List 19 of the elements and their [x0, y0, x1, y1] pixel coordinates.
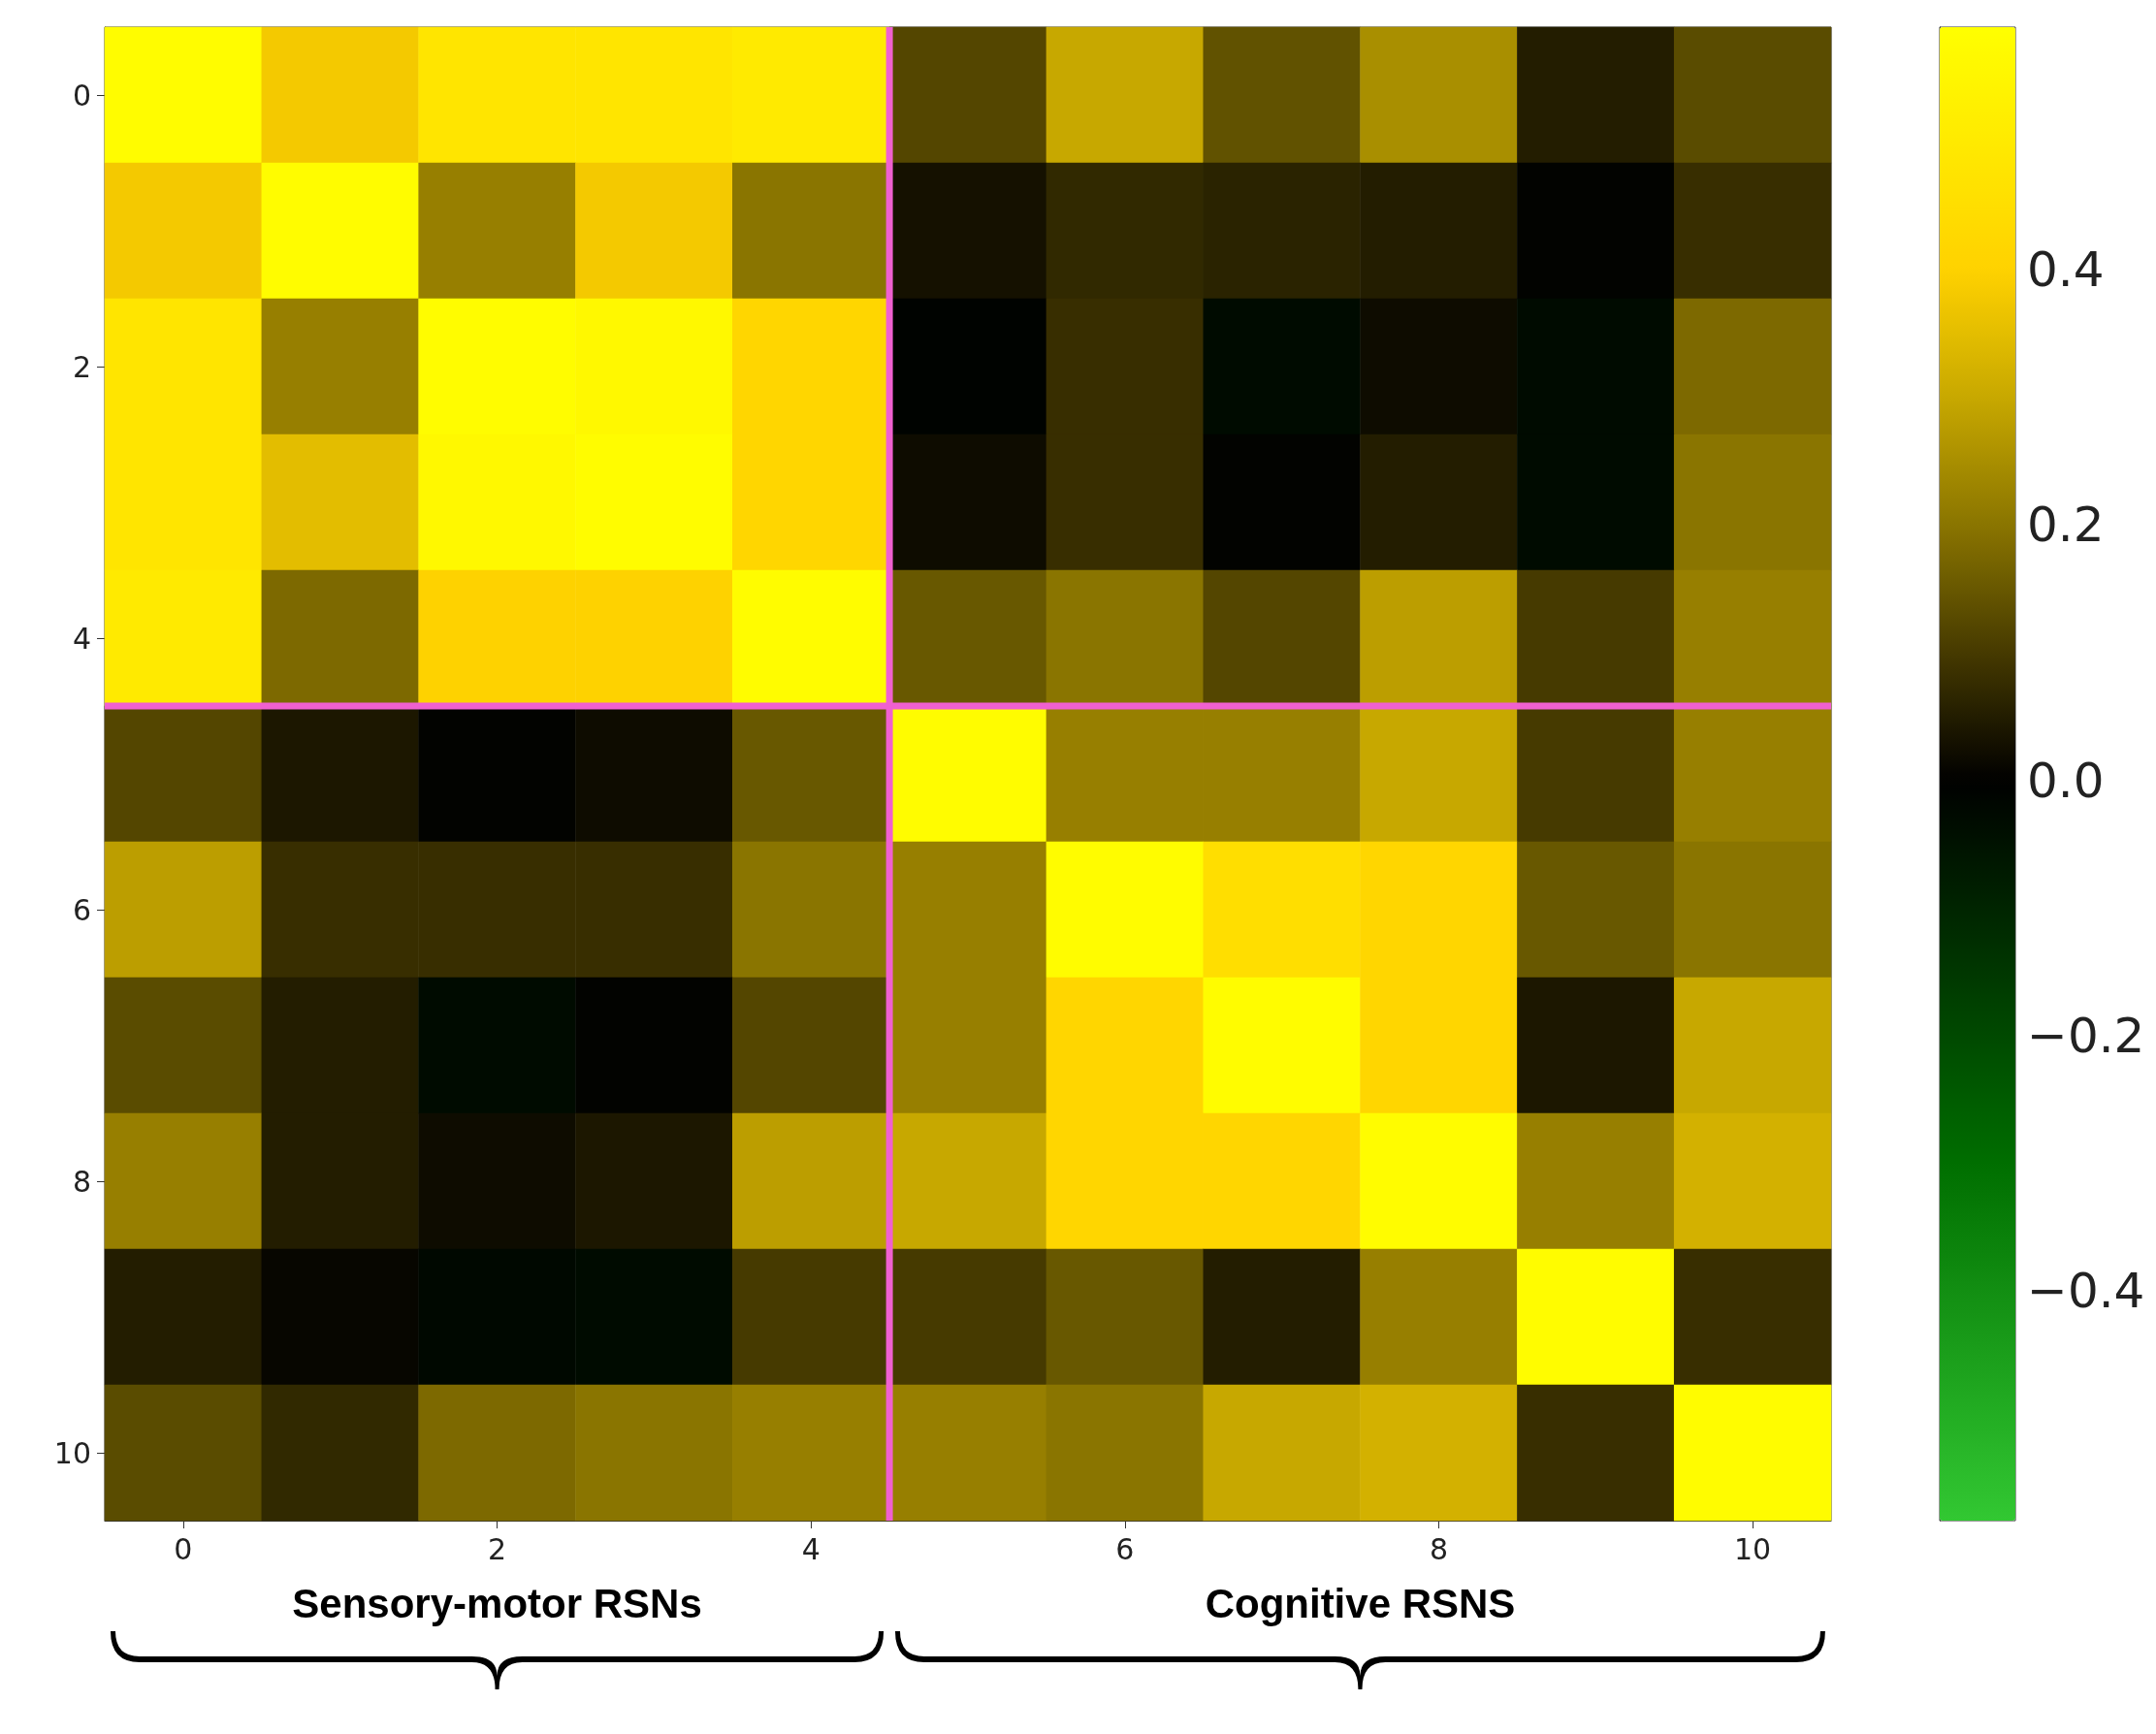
- y-tick-label: 2: [72, 349, 91, 384]
- color-bar-label: 0.0: [2027, 752, 2105, 809]
- text: Cognitive RSNS: [1204, 1580, 1517, 1628]
- text: Sensory-motor RSNs: [291, 1580, 703, 1628]
- x-tick-label: 0: [174, 1531, 193, 1566]
- y-tick-label: 8: [72, 1164, 91, 1199]
- y-tick-label: 10: [53, 1435, 91, 1470]
- x-tick-label: 8: [1429, 1531, 1448, 1566]
- x-tick-label: 4: [801, 1531, 821, 1566]
- x-tick-label: 2: [488, 1531, 507, 1566]
- x-tick-label: 6: [1115, 1531, 1135, 1566]
- y-tick-label: 6: [72, 892, 91, 927]
- y-tick-label: 0: [72, 78, 91, 112]
- y-tick-label: 4: [72, 621, 91, 656]
- color-bar-label: −0.4: [2027, 1263, 2145, 1320]
- x-tick-label: 10: [1734, 1531, 1772, 1566]
- color-bar-label: −0.2: [2027, 1007, 2145, 1064]
- color-bar-label: 0.2: [2027, 497, 2105, 554]
- color-bar-label: 0.4: [2027, 241, 2105, 299]
